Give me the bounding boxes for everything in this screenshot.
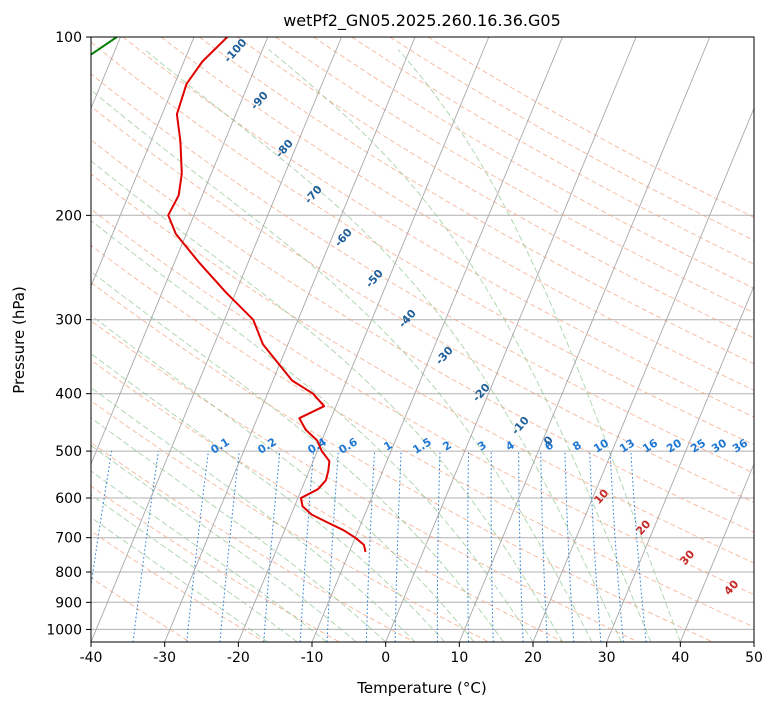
moist-adiabat-line bbox=[91, 444, 357, 642]
dry-adiabat-line bbox=[91, 73, 754, 474]
moist-adiabat-line bbox=[91, 220, 534, 642]
y-tick-label: 400 bbox=[55, 387, 82, 403]
mixing-ratio-line bbox=[263, 451, 281, 642]
moist-adiabat-line bbox=[91, 160, 563, 642]
x-tick-label: -10 bbox=[301, 650, 324, 666]
x-tick-label: -20 bbox=[227, 650, 250, 666]
dry-adiabat-line bbox=[237, 37, 754, 339]
x-axis-label: Temperature (°C) bbox=[356, 679, 486, 697]
moist-adiabat-line bbox=[91, 89, 593, 642]
dry-adiabat-line bbox=[427, 37, 754, 218]
isotherm-line bbox=[164, 37, 416, 642]
dry-adiabat-line bbox=[91, 320, 639, 642]
chart-title: wetPf2_GN05.2025.260.16.36.G05 bbox=[283, 11, 561, 31]
dry-adiabat-line bbox=[91, 400, 489, 642]
x-tick-label: -40 bbox=[80, 650, 103, 666]
y-tick-label: 200 bbox=[55, 208, 82, 224]
plot-frame bbox=[90, 36, 755, 643]
moist-adiabat-line bbox=[397, 49, 681, 642]
temperature-profile-line bbox=[167, 37, 367, 553]
dry-adiabat-line bbox=[199, 37, 754, 365]
x-tick-label: 10 bbox=[450, 650, 468, 666]
y-tick-label: 1000 bbox=[46, 622, 82, 638]
isotherm-line bbox=[311, 37, 563, 642]
y-tick-label: 300 bbox=[55, 313, 82, 329]
moist-adiabat-line bbox=[91, 270, 504, 642]
moist-adiabat-line bbox=[91, 353, 445, 642]
isotherm-line bbox=[91, 37, 269, 466]
isotherm-line bbox=[679, 462, 754, 642]
dry-adiabats bbox=[91, 37, 754, 642]
dry-adiabat-line bbox=[91, 282, 713, 642]
y-tick-label: 800 bbox=[55, 565, 82, 581]
dry-adiabat-line bbox=[313, 37, 754, 289]
x-tick-label: 30 bbox=[598, 650, 616, 666]
x-axis: -40 -30 -20 -10 0 10 20 30 40 50 bbox=[80, 642, 763, 666]
dry-adiabat-line bbox=[91, 208, 754, 596]
dry-adiabat-line bbox=[91, 173, 754, 564]
mixing-ratio-line bbox=[609, 451, 624, 642]
isotherm-line bbox=[91, 37, 195, 288]
dry-adiabat-line bbox=[351, 37, 754, 265]
x-tick-label: 0 bbox=[381, 650, 390, 666]
x-tick-label: 20 bbox=[524, 650, 542, 666]
x-tick-label: -30 bbox=[153, 650, 176, 666]
moist-adiabats bbox=[91, 49, 681, 642]
x-tick-label: 50 bbox=[745, 650, 763, 666]
y-axis-label: Pressure (hPa) bbox=[10, 286, 28, 394]
dry-adiabat-line bbox=[160, 37, 754, 391]
isotherm-line bbox=[606, 284, 754, 642]
x-tick-label: 40 bbox=[671, 650, 689, 666]
profiles bbox=[91, 37, 367, 553]
mixing-ratio-line bbox=[91, 451, 113, 589]
moist-adiabat-line bbox=[144, 49, 622, 642]
isotherm-line bbox=[91, 37, 342, 642]
y-tick-label: 600 bbox=[55, 491, 82, 507]
skewed-isotherms bbox=[91, 37, 754, 642]
y-tick-label: 500 bbox=[55, 444, 82, 460]
dry-adiabat-line bbox=[91, 530, 265, 642]
mixing-ratio-line bbox=[219, 451, 240, 642]
moist-adiabat-line bbox=[91, 417, 386, 642]
moist-adiabat-line bbox=[91, 386, 416, 642]
gridlines bbox=[91, 37, 754, 630]
dry-adiabat-line bbox=[91, 244, 754, 628]
moist-adiabat-line bbox=[268, 49, 652, 642]
moist-adiabat-line bbox=[91, 314, 475, 642]
isotherm-line bbox=[237, 37, 490, 642]
dry-adiabat-line bbox=[91, 139, 754, 533]
moist-adiabat-line bbox=[91, 470, 327, 642]
y-tick-label: 700 bbox=[55, 531, 82, 547]
isotherm-line bbox=[385, 37, 637, 642]
y-tick-label: 100 bbox=[55, 30, 82, 46]
mixing-ratio-line bbox=[186, 451, 209, 642]
dry-adiabat-line bbox=[122, 37, 754, 418]
mixing-ratio-line bbox=[630, 451, 647, 642]
y-tick-label: 900 bbox=[55, 595, 82, 611]
isotherm-line bbox=[458, 37, 711, 642]
dry-adiabat-line bbox=[91, 442, 415, 642]
dry-adiabat-line bbox=[275, 37, 754, 314]
isotherm-line bbox=[532, 107, 754, 642]
y-axis: 100 200 300 400 500 600 700 800 900 1000 bbox=[46, 30, 91, 638]
dry-adiabat-line bbox=[389, 37, 754, 242]
